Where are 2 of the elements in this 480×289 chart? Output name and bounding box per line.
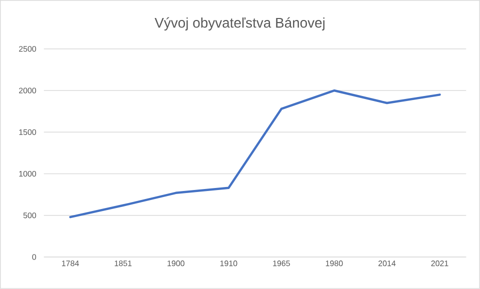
chart-title: Vývoj obyvateľstva Bánovej — [154, 17, 324, 31]
line-series — [69, 89, 441, 218]
